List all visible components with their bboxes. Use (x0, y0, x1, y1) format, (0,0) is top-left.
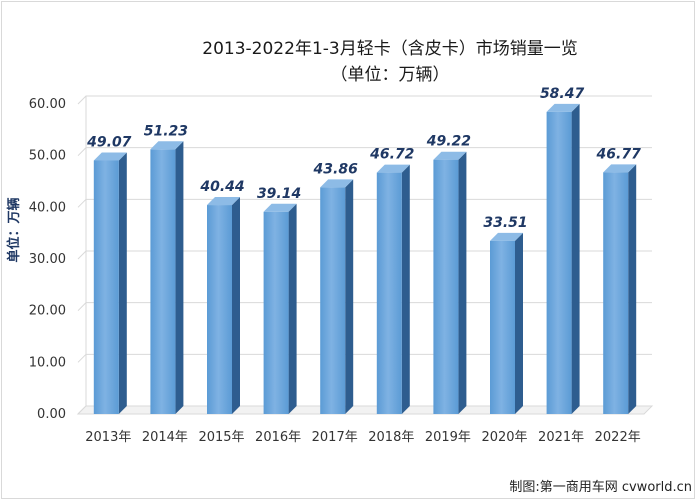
chart-subtitle: （单位：万辆） (330, 65, 450, 85)
bar-side (175, 141, 184, 415)
bar-top (490, 232, 523, 241)
x-tick-label: 2020年 (481, 430, 527, 445)
bar-side (458, 151, 467, 415)
data-label: 39.14 (257, 186, 301, 202)
x-tick-label: 2016年 (255, 430, 301, 445)
y-axis-label: 单位：万辆 (6, 197, 22, 262)
y-tick-label: 30.00 (29, 252, 66, 267)
data-label: 40.44 (199, 179, 244, 195)
data-label: 58.47 (540, 86, 585, 102)
gridline (77, 95, 652, 105)
gridline (77, 147, 652, 157)
x-tick-label: 2022年 (595, 430, 641, 445)
data-label: 49.07 (86, 134, 132, 150)
x-tick-label: 2018年 (368, 430, 414, 445)
bar (263, 211, 289, 414)
bar-side (571, 103, 580, 414)
source-credit: 制图:第一商用车网 cvworld.cn (509, 480, 692, 495)
x-tick-label: 2015年 (198, 430, 244, 445)
bar (603, 172, 629, 414)
bar-side (345, 179, 354, 414)
bar-top (603, 164, 637, 173)
x-tick-label: 2017年 (312, 430, 358, 445)
bar-side (515, 232, 523, 414)
bar-top (433, 151, 467, 160)
bar-top (93, 152, 127, 161)
y-tick-label: 10.00 (29, 355, 66, 370)
bar (376, 172, 402, 414)
bar-top (546, 103, 580, 112)
x-tick-label: 2014年 (142, 430, 188, 445)
y-tick-label: 60.00 (29, 97, 66, 112)
bar-side (628, 164, 637, 414)
bar (546, 111, 572, 414)
bar-top (263, 203, 297, 212)
bar (490, 240, 515, 414)
data-label: 46.72 (369, 147, 414, 163)
bar (93, 160, 119, 414)
data-label: 51.23 (144, 123, 188, 139)
x-tick-label: 2019年 (425, 430, 471, 445)
bar-side (288, 203, 297, 414)
bar-side (118, 152, 127, 414)
bar (433, 159, 459, 414)
x-tick-label: 2013年 (85, 430, 131, 445)
data-label: 49.22 (426, 134, 471, 150)
bar-top (320, 179, 354, 188)
bar (320, 187, 346, 414)
chart-title: 2013-2022年1-3月轻卡（含皮卡）市场销量一览 (202, 39, 578, 59)
y-tick-label: 40.00 (29, 200, 66, 215)
x-tick-label: 2021年 (538, 430, 584, 445)
bar-top (207, 197, 240, 206)
bar (207, 205, 232, 414)
bar-top (376, 164, 410, 173)
data-label: 43.86 (313, 161, 359, 177)
y-tick-label: 50.00 (29, 149, 66, 164)
data-label: 33.51 (483, 215, 527, 231)
y-tick-label: 0.00 (37, 407, 66, 422)
bar-side (401, 164, 410, 414)
bar (150, 149, 176, 415)
data-label: 46.77 (596, 146, 642, 162)
y-tick-label: 20.00 (29, 304, 66, 319)
bar-side (232, 197, 240, 414)
bar-top (150, 141, 184, 150)
